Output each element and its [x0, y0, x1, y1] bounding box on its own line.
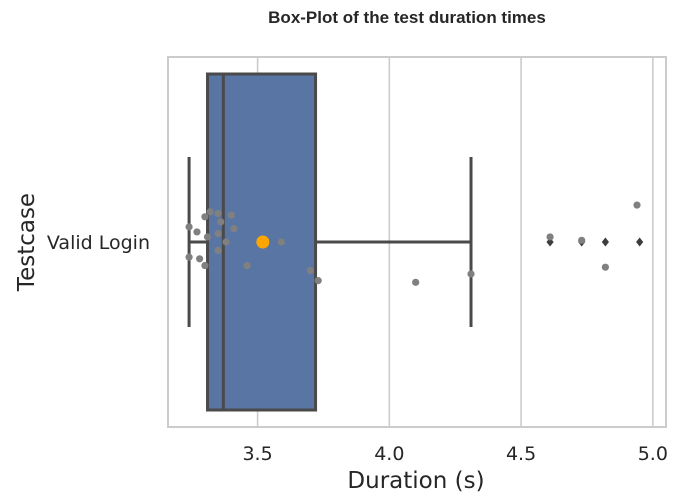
strip-point: [222, 238, 230, 246]
strip-point: [214, 230, 222, 238]
strip-point: [277, 238, 285, 246]
strip-point: [201, 261, 209, 270]
chart-title: Box-Plot of the test duration times: [268, 8, 546, 27]
strip-point: [467, 270, 475, 278]
strip-point: [217, 218, 225, 226]
strip-point: [214, 246, 222, 254]
strip-point: [578, 236, 586, 244]
x-tick-label: 5.0: [638, 443, 668, 465]
strip-point: [227, 211, 235, 219]
strip-point: [185, 253, 193, 261]
strip-point: [206, 208, 214, 216]
strip-point: [314, 277, 322, 285]
outlier-marker: [636, 237, 644, 247]
strip-point: [203, 233, 212, 241]
strip-point: [243, 261, 251, 270]
outlier-marker: [601, 237, 609, 247]
strip-point: [601, 263, 609, 271]
strip-point: [633, 201, 641, 209]
strip-point: [214, 209, 222, 218]
strip-point: [306, 266, 314, 275]
y-axis-label: Testcase: [14, 193, 40, 292]
strip-point: [185, 223, 193, 231]
strip-point: [546, 233, 554, 241]
y-tick-label: Valid Login: [47, 232, 150, 254]
x-tick-label: 4.0: [374, 443, 404, 465]
plot-area-frame: [167, 56, 667, 428]
strip-point: [412, 278, 420, 286]
strip-point: [196, 255, 204, 263]
data-marks: [185, 72, 644, 412]
strip-point: [193, 228, 201, 236]
x-tick-label: 4.5: [506, 443, 536, 465]
x-tick-label: 3.5: [242, 443, 272, 465]
x-tick-labels: 3.5 4.0 4.5 5.0: [242, 443, 667, 465]
mean-marker: [256, 235, 270, 249]
x-axis-label: Duration (s): [347, 468, 484, 494]
strip-point: [201, 213, 209, 221]
strip-point: [230, 224, 238, 233]
